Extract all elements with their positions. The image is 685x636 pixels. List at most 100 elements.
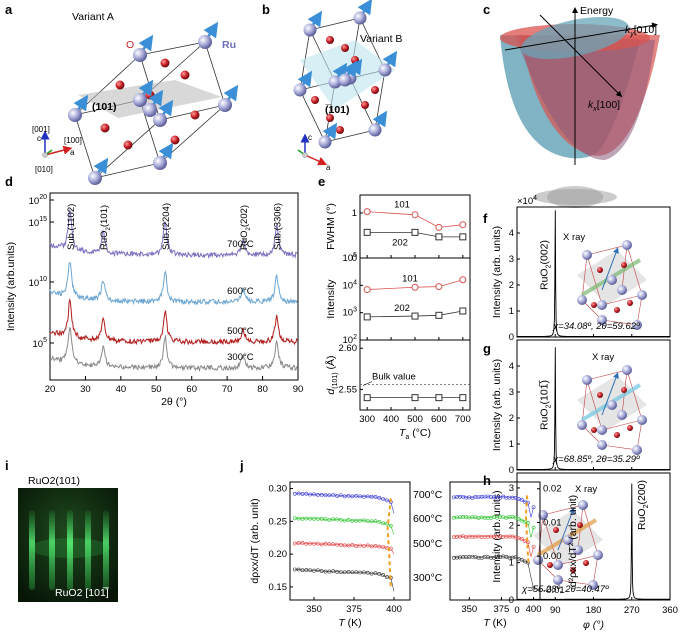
data-point: [296, 516, 301, 521]
data-point: [519, 536, 524, 541]
data-point: [373, 571, 378, 576]
data-point: [381, 497, 386, 501]
y-tick-label: 0.02: [543, 484, 562, 495]
peak-label: Sub.(3306): [273, 203, 284, 250]
data-point: [335, 517, 339, 522]
data-point: [331, 493, 336, 497]
y-tick-label: 1: [509, 439, 514, 450]
o-atom: [145, 90, 155, 100]
ru-atom: [153, 156, 167, 170]
data-point: [388, 523, 393, 528]
ru-atom: [563, 535, 573, 545]
xray-label-g: X ray: [592, 352, 614, 363]
x-tick-label: 270: [624, 605, 640, 616]
bulk-value-label: Bulk value: [372, 371, 416, 382]
y-tick-label: 3: [509, 254, 514, 265]
y-tick-label: 3: [509, 483, 514, 494]
y-axis-label-fwhm: FWHM (°): [325, 203, 337, 250]
panel-label-e: e: [318, 174, 325, 189]
ru-atom: [597, 425, 607, 435]
axis-001-label: [001]: [32, 125, 50, 134]
rheed-direction: RuO2 [101̅]: [55, 587, 110, 599]
peak-label: RuO2(202): [239, 205, 252, 250]
ru-atom: [632, 445, 642, 455]
data-point: [459, 221, 467, 229]
data-point: [304, 568, 309, 572]
temperature-label: 600°C: [413, 513, 443, 525]
data-point: [365, 494, 370, 499]
y-axis-label-f: Intensity (arb. units): [491, 226, 503, 318]
data-point: [362, 544, 366, 548]
o-atom: [577, 522, 583, 528]
axes-triad-a: [001] c [100] a [010]: [32, 125, 82, 174]
data-point: [522, 559, 527, 564]
data-point: [304, 516, 309, 521]
data-point: [296, 567, 301, 572]
panel-c-band-schematic: Energy ky[010] kx[100]: [500, 5, 660, 208]
ru-atom: [68, 108, 82, 122]
data-point: [312, 492, 316, 497]
data-point: [385, 498, 389, 503]
data-point: [369, 571, 374, 576]
data-point: [373, 519, 378, 524]
data-point: [369, 494, 374, 499]
ru-atom: [153, 113, 167, 127]
data-point: [411, 394, 419, 402]
panel-label-a: a: [5, 2, 13, 17]
o-atom: [583, 560, 589, 566]
panel-label-g: g: [483, 341, 491, 356]
x-tick-label: 700: [455, 414, 471, 425]
series-line: [294, 569, 395, 592]
o-atom: [170, 135, 180, 145]
data-point: [435, 223, 443, 231]
o-atom: [614, 307, 620, 313]
panel-label-b: b: [262, 2, 270, 17]
y-tick-label: 3: [509, 387, 514, 398]
rheed-streak: [85, 510, 91, 590]
ru-atom: [318, 135, 332, 149]
ru-atom: [368, 123, 382, 137]
o-atom: [311, 96, 319, 104]
ru-atom: [553, 575, 563, 585]
data-point: [354, 544, 359, 548]
peak-label-h: RuO2(200): [636, 480, 650, 530]
x-tick-label: 400: [526, 604, 542, 615]
temperature-label: 300°C: [413, 572, 443, 584]
y-tick-label: 1: [509, 558, 514, 569]
xray-label-h: X ray: [575, 484, 597, 495]
data-point: [435, 394, 443, 402]
ru-atom: [597, 315, 607, 325]
series-line: [367, 231, 463, 238]
ru-atom: [553, 560, 563, 570]
ru-atom: [582, 250, 592, 260]
data-point: [365, 543, 370, 548]
data-point: [338, 493, 343, 498]
y-tick-label: 1015: [29, 216, 47, 229]
data-point: [385, 521, 389, 526]
data-point: [363, 228, 371, 236]
series-line: [294, 542, 395, 555]
data-point: [315, 493, 320, 497]
o-atom: [341, 44, 349, 52]
data-point: [323, 517, 328, 522]
y-multiplier: ×104: [517, 195, 537, 207]
data-point: [385, 575, 389, 579]
x-axis-label-left: T (K): [338, 617, 361, 629]
x-tick-label: 80: [257, 384, 268, 395]
plot-frame-j-right: [449, 481, 541, 601]
ru-atom: [88, 171, 102, 185]
data-point: [358, 543, 362, 548]
data-point: [319, 516, 324, 521]
temperature-label: 700°C: [227, 239, 254, 250]
rheed-glow: [30, 538, 110, 558]
x-tick-label: 350: [306, 604, 322, 615]
temperature-label: 500°C: [413, 538, 443, 550]
ru-atom: [293, 83, 307, 97]
x-axis-label-phi: φ (°): [583, 619, 604, 631]
o-atom: [361, 101, 369, 109]
panel-i-rheed: RuO2(101) RuO2 [101̅]: [18, 475, 118, 602]
xrd-trace: [49, 326, 298, 373]
plane-101-label: (101): [92, 101, 117, 113]
ru-atom: [632, 320, 642, 330]
